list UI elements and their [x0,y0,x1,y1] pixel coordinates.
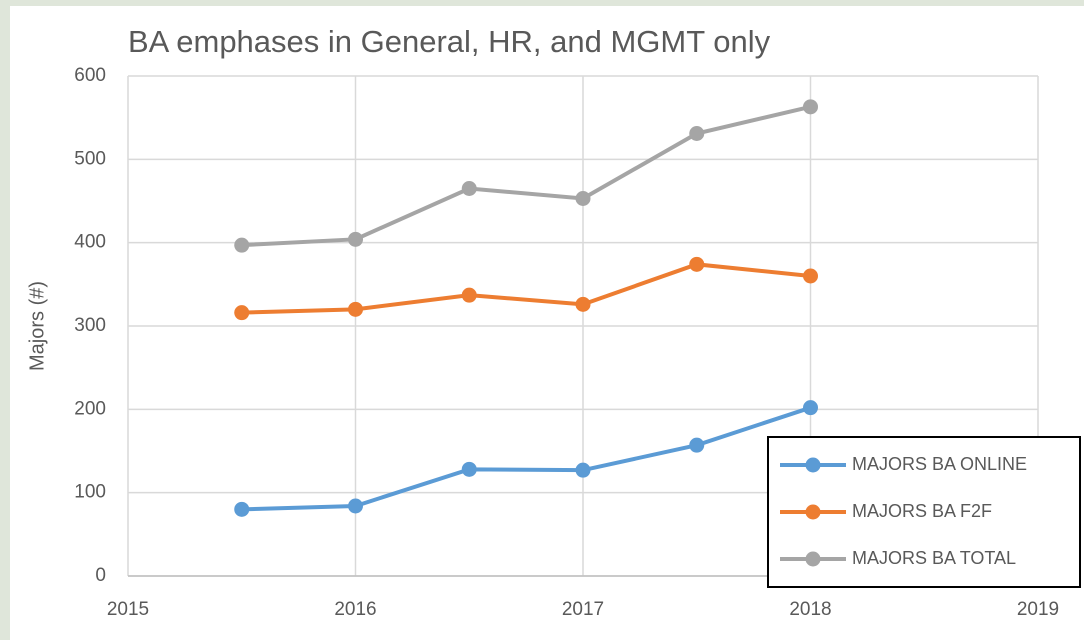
data-point [803,400,818,416]
legend-swatch-marker [805,457,821,473]
data-point [461,181,477,196]
x-tick-label: 2016 [334,599,376,620]
chart-title: BA emphases in General, HR, and MGMT onl… [128,24,771,59]
data-point [689,126,705,141]
y-tick-label: 400 [74,232,106,253]
y-tick-label: 100 [74,482,106,503]
legend-label: MAJORS BA TOTAL [852,548,1016,568]
data-point [348,301,363,317]
data-point [234,237,250,253]
data-point [689,437,705,453]
x-tick-label: 2018 [789,599,831,620]
y-axis-label: Majors (#) [26,281,48,371]
y-tick-label: 600 [74,65,106,86]
y-tick-label: 500 [74,148,106,169]
y-tick-label: 0 [95,565,106,586]
data-point [575,296,591,312]
legend-label: MAJORS BA F2F [852,501,992,521]
data-point [575,191,591,206]
x-tick-label: 2019 [1017,599,1059,620]
data-point [234,501,250,517]
data-point [348,231,363,247]
y-tick-label: 200 [74,398,106,419]
data-point [575,462,591,478]
data-point [689,256,705,272]
legend-swatch-marker [805,551,821,567]
series-line [241,262,811,315]
data-point [348,498,363,514]
data-point [803,99,818,115]
data-point [234,305,250,321]
data-point [461,461,477,477]
legend-swatch-marker [805,504,821,520]
x-tick-label: 2017 [562,599,604,620]
series-line [241,405,812,512]
series-line [241,104,811,248]
y-tick-label: 300 [74,315,106,336]
data-point [803,268,818,284]
data-point [461,287,477,303]
x-tick-label: 2015 [107,599,149,620]
legend-label: MAJORS BA ONLINE [852,454,1027,474]
